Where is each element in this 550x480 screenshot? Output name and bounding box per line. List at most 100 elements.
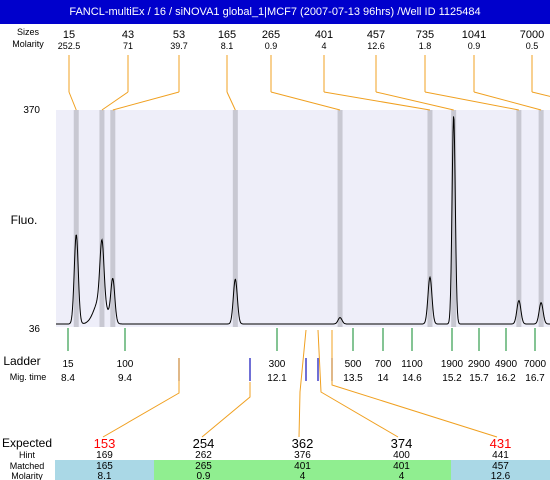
- matched-value: 457: [492, 461, 509, 472]
- y-tick-label: 370: [23, 105, 40, 116]
- matched-molarity: 0.9: [197, 471, 211, 480]
- peak-band: [99, 110, 105, 327]
- mig-time-label: Mig. time: [10, 372, 47, 382]
- matched-molarity: 12.6: [491, 471, 511, 480]
- expected-callout-line: [102, 358, 180, 438]
- matched-cell: [451, 460, 550, 480]
- matched-cell: [55, 460, 154, 480]
- ladder-size: 300: [269, 359, 286, 370]
- peak-callout-line: [226, 91, 236, 111]
- expected-callout-line: [317, 329, 399, 438]
- matched-value: 165: [96, 461, 113, 472]
- ladder-mig-time: 16.2: [496, 373, 516, 384]
- matched-molarity: 4: [300, 471, 306, 480]
- ladder-size: 700: [375, 359, 392, 370]
- window-title: FANCL-multiEx / 16 / siNOVA1 global_1|MC…: [0, 0, 550, 24]
- peak-band: [427, 110, 433, 327]
- ladder-mig-time: 15.2: [442, 373, 462, 384]
- peak-band: [232, 110, 238, 327]
- matched-molarity: 4: [399, 471, 405, 480]
- ladder-mig-time: 12.1: [267, 373, 287, 384]
- expected-callout-line: [298, 329, 307, 438]
- peak-molarity-label: 8.1: [221, 41, 234, 51]
- hint-value: 376: [294, 450, 311, 461]
- expected-size: 374: [391, 436, 413, 451]
- ladder-mig-time: 14: [377, 373, 389, 384]
- peak-band: [451, 110, 457, 327]
- peak-size-label: 53: [173, 29, 185, 41]
- expected-label: Expected: [2, 436, 52, 450]
- matched-value: 401: [294, 461, 311, 472]
- peak-molarity-label: 1.8: [419, 41, 432, 51]
- matched-cell: [352, 460, 451, 480]
- ladder-size: 2900: [468, 359, 491, 370]
- ladder-size: 1100: [401, 359, 423, 370]
- peak-callout-line: [101, 91, 129, 111]
- matched-label: Matched: [10, 461, 45, 471]
- peak-callout-line: [323, 91, 431, 111]
- peak-size-label: 265: [262, 29, 280, 41]
- peak-molarity-label: 252.5: [58, 41, 81, 51]
- peak-molarity-label: 0.9: [265, 41, 278, 51]
- fluorescence-trace: [56, 116, 550, 325]
- peak-molarity-label: 4: [321, 41, 326, 51]
- peak-callout-line: [112, 91, 180, 111]
- ladder-mig-time: 14.6: [402, 373, 422, 384]
- y-axis-title: Fluo.: [11, 213, 38, 227]
- plot-area: [56, 110, 550, 327]
- ladder-size: 100: [117, 359, 134, 370]
- peak-band: [337, 110, 343, 327]
- peak-size-label: 401: [315, 29, 333, 41]
- peak-size-label: 15: [63, 29, 75, 41]
- ladder-label: Ladder: [3, 354, 40, 368]
- peak-band: [538, 110, 544, 327]
- ladder-size: 1900: [441, 359, 464, 370]
- peak-band: [516, 110, 522, 327]
- peak-size-label: 165: [218, 29, 236, 41]
- hint-value: 262: [195, 450, 212, 461]
- peak-molarity-label: 0.9: [468, 41, 481, 51]
- sizes-label: Sizes: [17, 27, 40, 37]
- ladder-mig-time: 16.7: [525, 373, 545, 384]
- y-tick-label: 36: [29, 324, 41, 335]
- ladder-mig-time: 15.7: [469, 373, 489, 384]
- ladder-size: 4900: [495, 359, 518, 370]
- peak-callout-line: [68, 91, 77, 111]
- peak-callout-line: [531, 91, 550, 97]
- hint-value: 441: [492, 450, 509, 461]
- peak-size-label: 7000: [520, 29, 544, 41]
- peak-molarity-label: 71: [123, 41, 133, 51]
- ladder-mig-time: 9.4: [118, 373, 132, 384]
- hint-value: 400: [393, 450, 410, 461]
- expected-callout-line: [201, 382, 251, 438]
- expected-size: 362: [292, 436, 314, 451]
- matched-molarity: 8.1: [98, 471, 112, 480]
- matched-cell: [154, 460, 253, 480]
- matched-cell: [253, 460, 352, 480]
- hint-label: Hint: [19, 450, 36, 460]
- matched-value: 401: [393, 461, 410, 472]
- ladder-size: 7000: [524, 359, 547, 370]
- expected-size: 254: [193, 436, 215, 451]
- molarity-label: Molarity: [12, 39, 44, 49]
- expected-callout-line: [331, 330, 498, 438]
- peak-band: [73, 110, 79, 327]
- peak-molarity-label: 12.6: [367, 41, 385, 51]
- peak-callout-line: [375, 91, 454, 111]
- molarity-row-label: Molarity: [11, 471, 43, 480]
- peak-size-label: 43: [122, 29, 134, 41]
- peak-band: [110, 110, 116, 327]
- ladder-size: 500: [345, 359, 362, 370]
- expected-size: 431: [490, 436, 512, 451]
- peak-molarity-label: 39.7: [170, 41, 188, 51]
- peak-callout-line: [270, 91, 341, 111]
- peak-size-label: 735: [416, 29, 434, 41]
- ladder-size: 15: [62, 359, 74, 370]
- peak-callout-line: [473, 91, 542, 111]
- hint-value: 169: [96, 450, 113, 461]
- peak-callout-line: [424, 91, 519, 111]
- ladder-mig-time: 8.4: [61, 373, 75, 384]
- ladder-mig-time: 13.5: [343, 373, 363, 384]
- peak-molarity-label: 0.5: [526, 41, 539, 51]
